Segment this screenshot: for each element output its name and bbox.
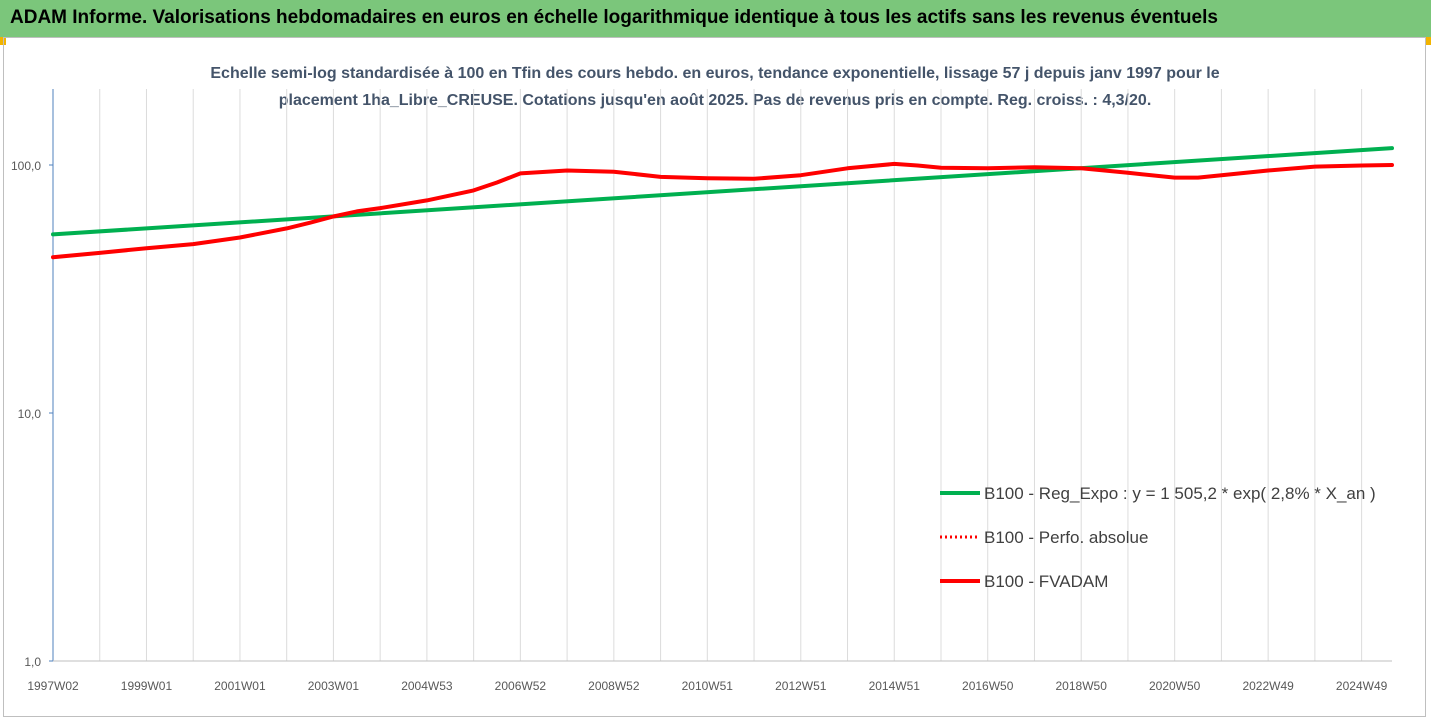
chart-subtitle-line-2: placement 1ha_Libre_CREUSE. Cotations ju… (278, 92, 1152, 109)
y-tick-label: 1,0 (24, 655, 41, 669)
x-tick-label: 1997W02 (27, 679, 79, 693)
x-tick-label: 2014W51 (869, 679, 921, 693)
series-line-1 (51, 146, 1394, 237)
x-tick-label: 2012W51 (775, 679, 827, 693)
x-tick-label: 2010W51 (682, 679, 734, 693)
page-title: ADAM Informe. Valorisations hebdomadaire… (10, 7, 1218, 28)
legend-label-2: B100 - Perfo. absolue (984, 528, 1148, 547)
x-tick-label: 2022W49 (1242, 679, 1294, 693)
x-tick-label: 2003W01 (308, 679, 360, 693)
x-tick-label: 2008W52 (588, 679, 640, 693)
header-bar: ADAM Informe. Valorisations hebdomadaire… (0, 0, 1431, 37)
chart-subtitle-line-1: Echelle semi-log standardisée à 100 en T… (210, 65, 1220, 82)
x-tick-label: 2024W49 (1336, 679, 1388, 693)
x-tick-label: 2006W52 (495, 679, 547, 693)
legend-label-1: B100 - Reg_Expo : y = 1 505,2 * exp( 2,8… (984, 484, 1376, 503)
corner-handle-right (1425, 37, 1431, 45)
x-tick-label: 2018W50 (1056, 679, 1108, 693)
y-tick-label: 100,0 (11, 159, 41, 173)
x-tick-label: 1999W01 (121, 679, 173, 693)
y-tick-label: 10,0 (18, 407, 42, 421)
x-tick-label: 2016W50 (962, 679, 1014, 693)
legend-label-3: B100 - FVADAM (984, 572, 1108, 591)
series-line-3 (51, 161, 1394, 260)
x-tick-label: 2001W01 (214, 679, 266, 693)
x-tick-label: 2004W53 (401, 679, 453, 693)
chart-frame (3, 37, 1426, 717)
x-tick-label: 2020W50 (1149, 679, 1201, 693)
